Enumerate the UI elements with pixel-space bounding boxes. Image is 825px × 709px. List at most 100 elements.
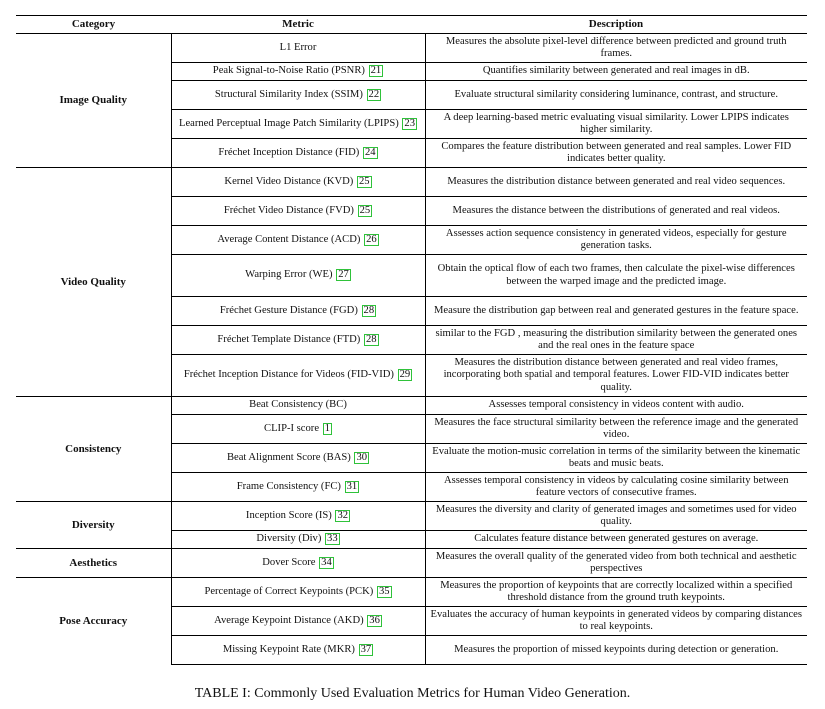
description-cell: Calculates feature distance between gene…: [425, 530, 807, 549]
description-cell: Measures the absolute pixel-level differ…: [445, 35, 787, 59]
citation-link[interactable]: 34: [319, 556, 334, 569]
metric-name: Fréchet Inception Distance (FID): [218, 146, 360, 158]
metric-cell: Percentage of Correct Keypoints (PCK) 35: [170, 577, 426, 607]
metric-name: Fréchet Video Distance (FVD): [223, 204, 354, 216]
metric-cell: Missing Keypoint Rate (MKR) 37: [170, 635, 426, 665]
description-cell: Evaluate structural similarity consideri…: [425, 80, 807, 110]
description-cell: Assesses temporal consistency in videos …: [425, 396, 807, 415]
category-cell: Video Quality: [16, 167, 171, 397]
metric-cell: Fréchet Inception Distance (FID) 24: [170, 138, 426, 168]
table-row: Learned Perceptual Image Patch Similarit…: [16, 109, 807, 139]
table-row: Average Keypoint Distance (AKD) 36 Evalua…: [16, 606, 807, 636]
metric-cell: Structural Similarity Index (SSIM) 22: [170, 80, 426, 110]
table-row: Structural Similarity Index (SSIM) 22 Eva…: [16, 80, 807, 110]
citation-link[interactable]: 28: [363, 333, 379, 346]
metric-name: CLIP-I score: [264, 422, 320, 434]
table-row: Diversity (Div) 33 Calculates feature dis…: [16, 530, 807, 549]
description-cell: Quantifies similarity between generated …: [425, 62, 807, 81]
table-row: Consistency Beat Consistency (BC) Assesses…: [16, 396, 807, 502]
description-cell: Measures the proportion of missed keypoi…: [425, 635, 807, 665]
table-row: Fréchet Video Distance (FVD) 25 Measures …: [16, 196, 807, 226]
description-cell: similar to the FGD , measuring the distr…: [425, 325, 807, 355]
table-body: Image Quality L1 Error Measures the absolu…: [16, 33, 807, 665]
citation-link[interactable]: 23: [402, 117, 417, 130]
metric-cell: Inception Score (IS) 32: [170, 501, 426, 531]
citation-link[interactable]: 29: [397, 369, 413, 382]
metrics-table: Category Metric Description Image Qualit…: [16, 15, 807, 665]
metric-cell: Average Content Distance (ACD) 26: [170, 225, 426, 255]
citation-link[interactable]: 36: [367, 614, 382, 627]
table-row: Average Content Distance (ACD) 26 Assesse…: [16, 225, 807, 255]
description-cell: Measures the distribution distance betwe…: [425, 167, 807, 197]
metric-name: Fréchet Inception Distance for Videos (F…: [183, 369, 394, 381]
metric-cell: Warping Error (WE) 27: [170, 254, 426, 297]
citation-link[interactable]: 35: [376, 585, 392, 598]
citation-link[interactable]: 26: [364, 233, 379, 246]
metric-cell: Fréchet Video Distance (FVD) 25: [170, 196, 426, 226]
citation-link[interactable]: 21: [368, 65, 384, 78]
citation-link[interactable]: 25: [357, 204, 373, 217]
metric-cell: Fréchet Template Distance (FTD) 28: [170, 325, 426, 355]
metric-name: Beat Consistency (BC): [249, 399, 347, 411]
table-row: Missing Keypoint Rate (MKR) 37 Measures t…: [16, 635, 807, 665]
table-row: Fréchet Gesture Distance (FGD) 28 Measure…: [16, 296, 807, 326]
table-row: Image Quality L1 Error Measures the absolu…: [16, 33, 807, 106]
citation-link[interactable]: 25: [356, 175, 372, 188]
table-header-row: Category Metric Description: [16, 15, 807, 34]
citation-link[interactable]: 1: [322, 422, 332, 435]
table-row: Warping Error (WE) 27 Obtain the optical …: [16, 254, 807, 297]
table-row: Beat Alignment Score (BAS) 30 Evaluate th…: [16, 443, 807, 473]
citation-link[interactable]: 27: [336, 269, 351, 282]
metric-cell: Kernel Video Distance (KVD) 25: [170, 167, 426, 197]
citation-link[interactable]: 32: [335, 509, 351, 522]
description-cell: Measures the proportion of keypoints tha…: [425, 577, 807, 607]
metric-name: Kernel Video Distance (KVD): [224, 175, 354, 187]
table-row: Peak Signal-to-Noise Ratio (PSNR) 21 Quan…: [16, 62, 807, 81]
citation-link[interactable]: 37: [358, 643, 374, 656]
header-category: Category: [16, 15, 171, 34]
metric-name: Peak Signal-to-Noise Ratio (PSNR): [212, 65, 365, 77]
metric-cell: Dover Score 34: [170, 548, 426, 578]
category-cell: Image Quality: [59, 94, 128, 107]
table-row: Aesthetics Dover Score 34 Measures the ove…: [16, 548, 807, 578]
category-cell: Diversity: [16, 501, 171, 549]
metric-name: Learned Perceptual Image Patch Similarit…: [178, 117, 399, 129]
description-cell: Measure the distribution gap between rea…: [425, 296, 807, 326]
metric-cell: Beat Alignment Score (BAS) 30: [170, 443, 426, 473]
description-cell: Measures the distance between the distri…: [425, 196, 807, 226]
description-cell: Obtain the optical flow of each two fram…: [425, 254, 807, 297]
description-cell: Measures the distribution distance betwe…: [425, 354, 807, 397]
citation-link[interactable]: 33: [325, 533, 340, 546]
metric-name: Structural Similarity Index (SSIM): [214, 88, 363, 100]
citation-link[interactable]: 22: [366, 88, 382, 101]
citation-link[interactable]: 24: [362, 146, 378, 159]
metric-cell: CLIP-I score 1: [170, 414, 426, 444]
citation-link[interactable]: 30: [354, 451, 370, 464]
metric-name: Diversity (Div): [256, 533, 322, 545]
metric-name: Dover Score: [262, 556, 316, 568]
description-cell: Evaluate the motion-music correlation in…: [425, 443, 807, 473]
metric-name: Average Keypoint Distance (AKD): [214, 614, 364, 626]
citation-link[interactable]: 28: [361, 304, 377, 317]
description-cell: Measures the face structural similarity …: [425, 414, 807, 444]
category-cell: Consistency: [16, 396, 171, 502]
table-row: Fréchet Inception Distance (FID) 24 Compa…: [16, 138, 807, 168]
description-cell: Evaluates the accuracy of human keypoint…: [425, 606, 807, 636]
metric-name: Average Content Distance (ACD): [217, 233, 361, 245]
metric-name: Frame Consistency (FC): [236, 480, 341, 492]
metric-name: Fréchet Template Distance (FTD): [217, 333, 361, 345]
metric-cell: L1 Error: [170, 33, 426, 63]
citation-link[interactable]: 31: [344, 480, 360, 493]
metric-name: Fréchet Gesture Distance (FGD): [219, 304, 358, 316]
header-description: Description: [425, 15, 807, 34]
category-cell: Pose Accuracy: [16, 577, 171, 665]
table-row: Fréchet Template Distance (FTD) 28 simila…: [16, 325, 807, 355]
category-cell: Aesthetics: [16, 548, 171, 578]
description-cell: Measures the overall quality of the gene…: [425, 548, 807, 578]
table-row: Video Quality Kernel Video Distance (KVD)…: [16, 167, 807, 397]
metric-cell: Average Keypoint Distance (AKD) 36: [170, 606, 426, 636]
metric-cell: Frame Consistency (FC) 31: [170, 472, 426, 502]
metric-name: Warping Error (WE): [245, 269, 333, 281]
description-cell: Assesses temporal consistency in videos …: [425, 472, 807, 502]
description-cell: Assesses action sequence consistency in …: [425, 225, 807, 255]
